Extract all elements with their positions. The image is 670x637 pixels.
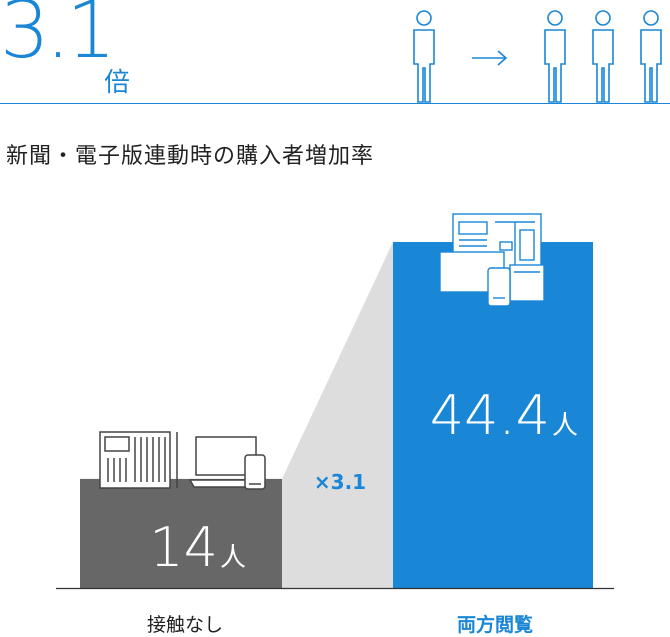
growth-wedge: [282, 242, 393, 588]
newspaper-icon: [99, 431, 178, 489]
title-divider: [0, 103, 670, 104]
tablet-icon: [509, 264, 545, 302]
headline-number: 3.1: [0, 0, 116, 76]
bar-no-contact: [80, 478, 282, 588]
value-label-no-contact: 14: [149, 516, 218, 579]
value-unit-no-contact: 人: [220, 543, 246, 573]
multiplier-label: ×3.1: [314, 470, 366, 494]
person-icon: [592, 10, 614, 103]
headline-unit: 倍: [104, 68, 131, 98]
people-illustration: [413, 10, 662, 103]
smartphone-icon: [244, 454, 266, 490]
category-label-no-contact: 接触なし: [146, 614, 223, 636]
category-label-both-viewed: 両方閲覧: [456, 614, 533, 636]
person-icon: [544, 10, 566, 103]
chart-subtitle: 新聞・電子版連動時の購入者増加率: [6, 144, 375, 169]
value-label-both-viewed: 44.4: [430, 384, 550, 447]
person-icon: [640, 10, 662, 103]
smartphone-icon: [487, 267, 511, 307]
person-icon: [413, 10, 435, 103]
value-unit-both-viewed: 人: [552, 411, 578, 441]
arrow-right-icon: [472, 50, 508, 66]
